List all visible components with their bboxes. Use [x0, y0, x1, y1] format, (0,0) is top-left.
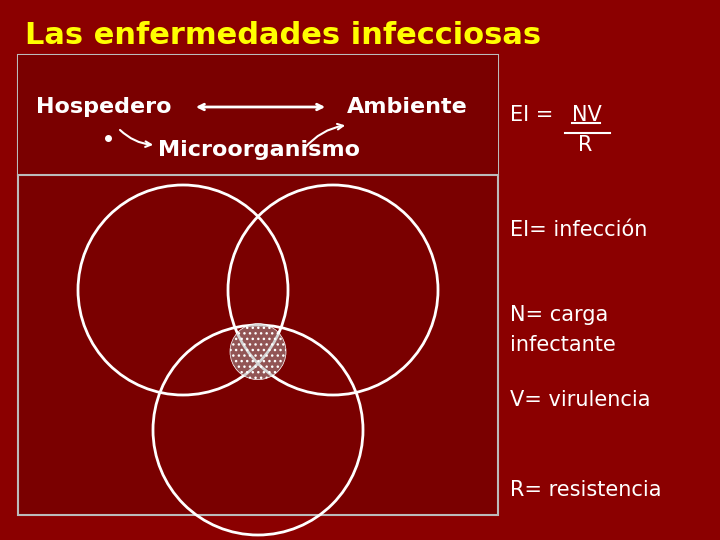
Text: Ambiente: Ambiente	[347, 97, 468, 117]
Text: V= virulencia: V= virulencia	[510, 390, 650, 410]
Bar	[18, 55, 498, 515]
Circle shape	[230, 323, 286, 380]
Text: Microorganismo: Microorganismo	[158, 140, 360, 160]
Text: R= resistencia: R= resistencia	[510, 480, 662, 500]
Text: N= carga: N= carga	[510, 305, 608, 325]
Text: Las enfermedades infecciosas: Las enfermedades infecciosas	[25, 21, 541, 50]
Text: Hospedero: Hospedero	[36, 97, 171, 117]
Text: R: R	[578, 135, 593, 155]
Bar	[18, 55, 498, 175]
Text: infectante: infectante	[510, 335, 616, 355]
Text: NV: NV	[572, 105, 602, 125]
Text: EI= infección: EI= infección	[510, 220, 647, 240]
Text: EI =: EI =	[510, 105, 567, 125]
